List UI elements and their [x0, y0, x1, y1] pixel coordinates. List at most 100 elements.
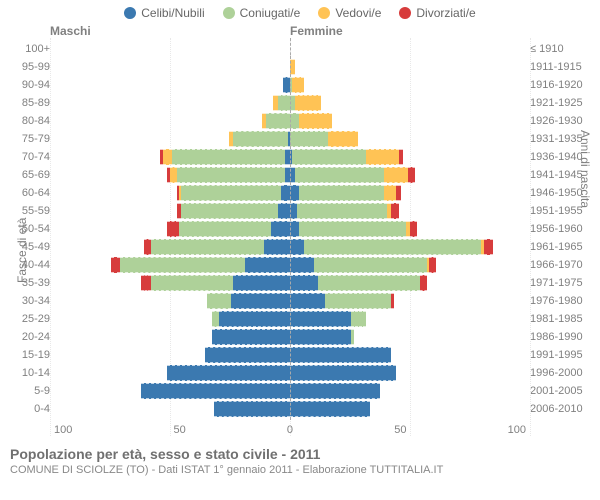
bar-segment [271, 221, 290, 236]
birth-year-label: 2001-2005 [526, 385, 600, 397]
bar-segment [304, 239, 481, 254]
age-label: 60-64 [0, 187, 54, 199]
age-label: 75-79 [0, 133, 54, 145]
bar-segment [283, 77, 290, 92]
bar-segment [214, 401, 290, 416]
bar-segment [299, 113, 332, 128]
legend-label: Coniugati/e [240, 6, 301, 20]
age-label: 100+ [0, 43, 54, 55]
bar-segment [290, 347, 391, 362]
bar-segment [290, 203, 297, 218]
x-axis-ticks: 10050050100 [54, 422, 526, 436]
bar-segment [281, 185, 290, 200]
age-row: 90-941916-1920 [0, 76, 600, 94]
bar-segment [290, 257, 314, 272]
bar-segment [299, 221, 405, 236]
age-row: 35-391971-1975 [0, 274, 600, 292]
bar-segment [292, 149, 365, 164]
bar-segment [141, 275, 150, 290]
bar-segment [212, 311, 219, 326]
legend-swatch [124, 7, 136, 19]
legend-swatch [223, 7, 235, 19]
age-label: 20-24 [0, 331, 54, 343]
bar-segment [290, 365, 396, 380]
bar-segment [231, 293, 290, 308]
bar-segment [290, 275, 318, 290]
age-row: 10-14 1996-2000 [0, 364, 600, 382]
legend-label: Vedovi/e [335, 6, 381, 20]
bar-segment [410, 221, 417, 236]
bar-segment [141, 383, 290, 398]
bar-segment [233, 275, 290, 290]
age-row: 70-741936-1940 [0, 148, 600, 166]
birth-year-label: 1996-2000 [526, 367, 600, 379]
age-label: 0-4 [0, 403, 54, 415]
bar-segment [290, 113, 299, 128]
birth-year-label: 1926-1930 [526, 115, 600, 127]
bar-segment [207, 293, 231, 308]
birth-year-label: 1991-1995 [526, 349, 600, 361]
bar-segment [290, 311, 351, 326]
age-label: 25-29 [0, 313, 54, 325]
bar-segment [299, 185, 384, 200]
age-row: 85-891921-1925 [0, 94, 600, 112]
bar-segment [205, 347, 290, 362]
bar-segment [290, 329, 351, 344]
bar-pair [54, 400, 526, 418]
header-male: Maschi [50, 24, 290, 38]
bar-segment [278, 95, 290, 110]
chart-title: Popolazione per età, sesso e stato civil… [10, 446, 592, 462]
bar-segment [278, 203, 290, 218]
age-label: 80-84 [0, 115, 54, 127]
birth-year-label: 1921-1925 [526, 97, 600, 109]
legend-item: Vedovi/e [318, 6, 381, 20]
bar-segment [170, 167, 177, 182]
birth-year-label: 1966-1970 [526, 259, 600, 271]
bar-segment [290, 383, 380, 398]
age-row: 50-541956-1960 [0, 220, 600, 238]
bar-segment [172, 149, 285, 164]
age-row: 5-92001-2005 [0, 382, 600, 400]
bar-segment [292, 77, 304, 92]
legend-swatch [399, 7, 411, 19]
bar-segment [167, 221, 179, 236]
bar-segment [233, 131, 287, 146]
bar-segment [290, 401, 370, 416]
bar-segment [396, 185, 401, 200]
age-row: 100+≤ 1910 [0, 40, 600, 58]
bar-segment [245, 257, 290, 272]
bar-segment [290, 131, 328, 146]
header-female: Femmine [290, 24, 530, 38]
bar-segment [290, 221, 299, 236]
bar-segment [325, 293, 391, 308]
age-row: 15-191991-1995 [0, 346, 600, 364]
bar-segment [297, 203, 387, 218]
bar-segment [295, 167, 385, 182]
legend-item: Coniugati/e [223, 6, 301, 20]
chart-subtitle: COMUNE DI SCIOLZE (TO) - Dati ISTAT 1° g… [10, 464, 592, 476]
birth-year-label: 1961-1965 [526, 241, 600, 253]
age-row: 0-42006-2010 [0, 400, 600, 418]
birth-year-label: 1981-1985 [526, 313, 600, 325]
legend-swatch [318, 7, 330, 19]
yaxis-left-label: Fasce di età [15, 218, 29, 283]
bar-segment [266, 113, 290, 128]
bar-segment [212, 329, 290, 344]
bar-segment [290, 293, 325, 308]
bar-segment [120, 257, 245, 272]
bar-segment [328, 131, 359, 146]
age-row: 45-491961-1965 [0, 238, 600, 256]
x-tick: 50 [394, 424, 406, 436]
bar-segment [181, 203, 278, 218]
bar-segment [163, 149, 172, 164]
bar-segment [177, 167, 286, 182]
bar-segment [408, 167, 415, 182]
bar-segment [318, 275, 419, 290]
bar-segment [366, 149, 399, 164]
age-label: 10-14 [0, 367, 54, 379]
bar-segment [351, 311, 365, 326]
bar-segment [391, 203, 398, 218]
birth-year-label: 1911-1915 [526, 61, 600, 73]
age-row: 55-591951-1955 [0, 202, 600, 220]
legend: Celibi/NubiliConiugati/eVedovi/eDivorzia… [0, 0, 600, 24]
